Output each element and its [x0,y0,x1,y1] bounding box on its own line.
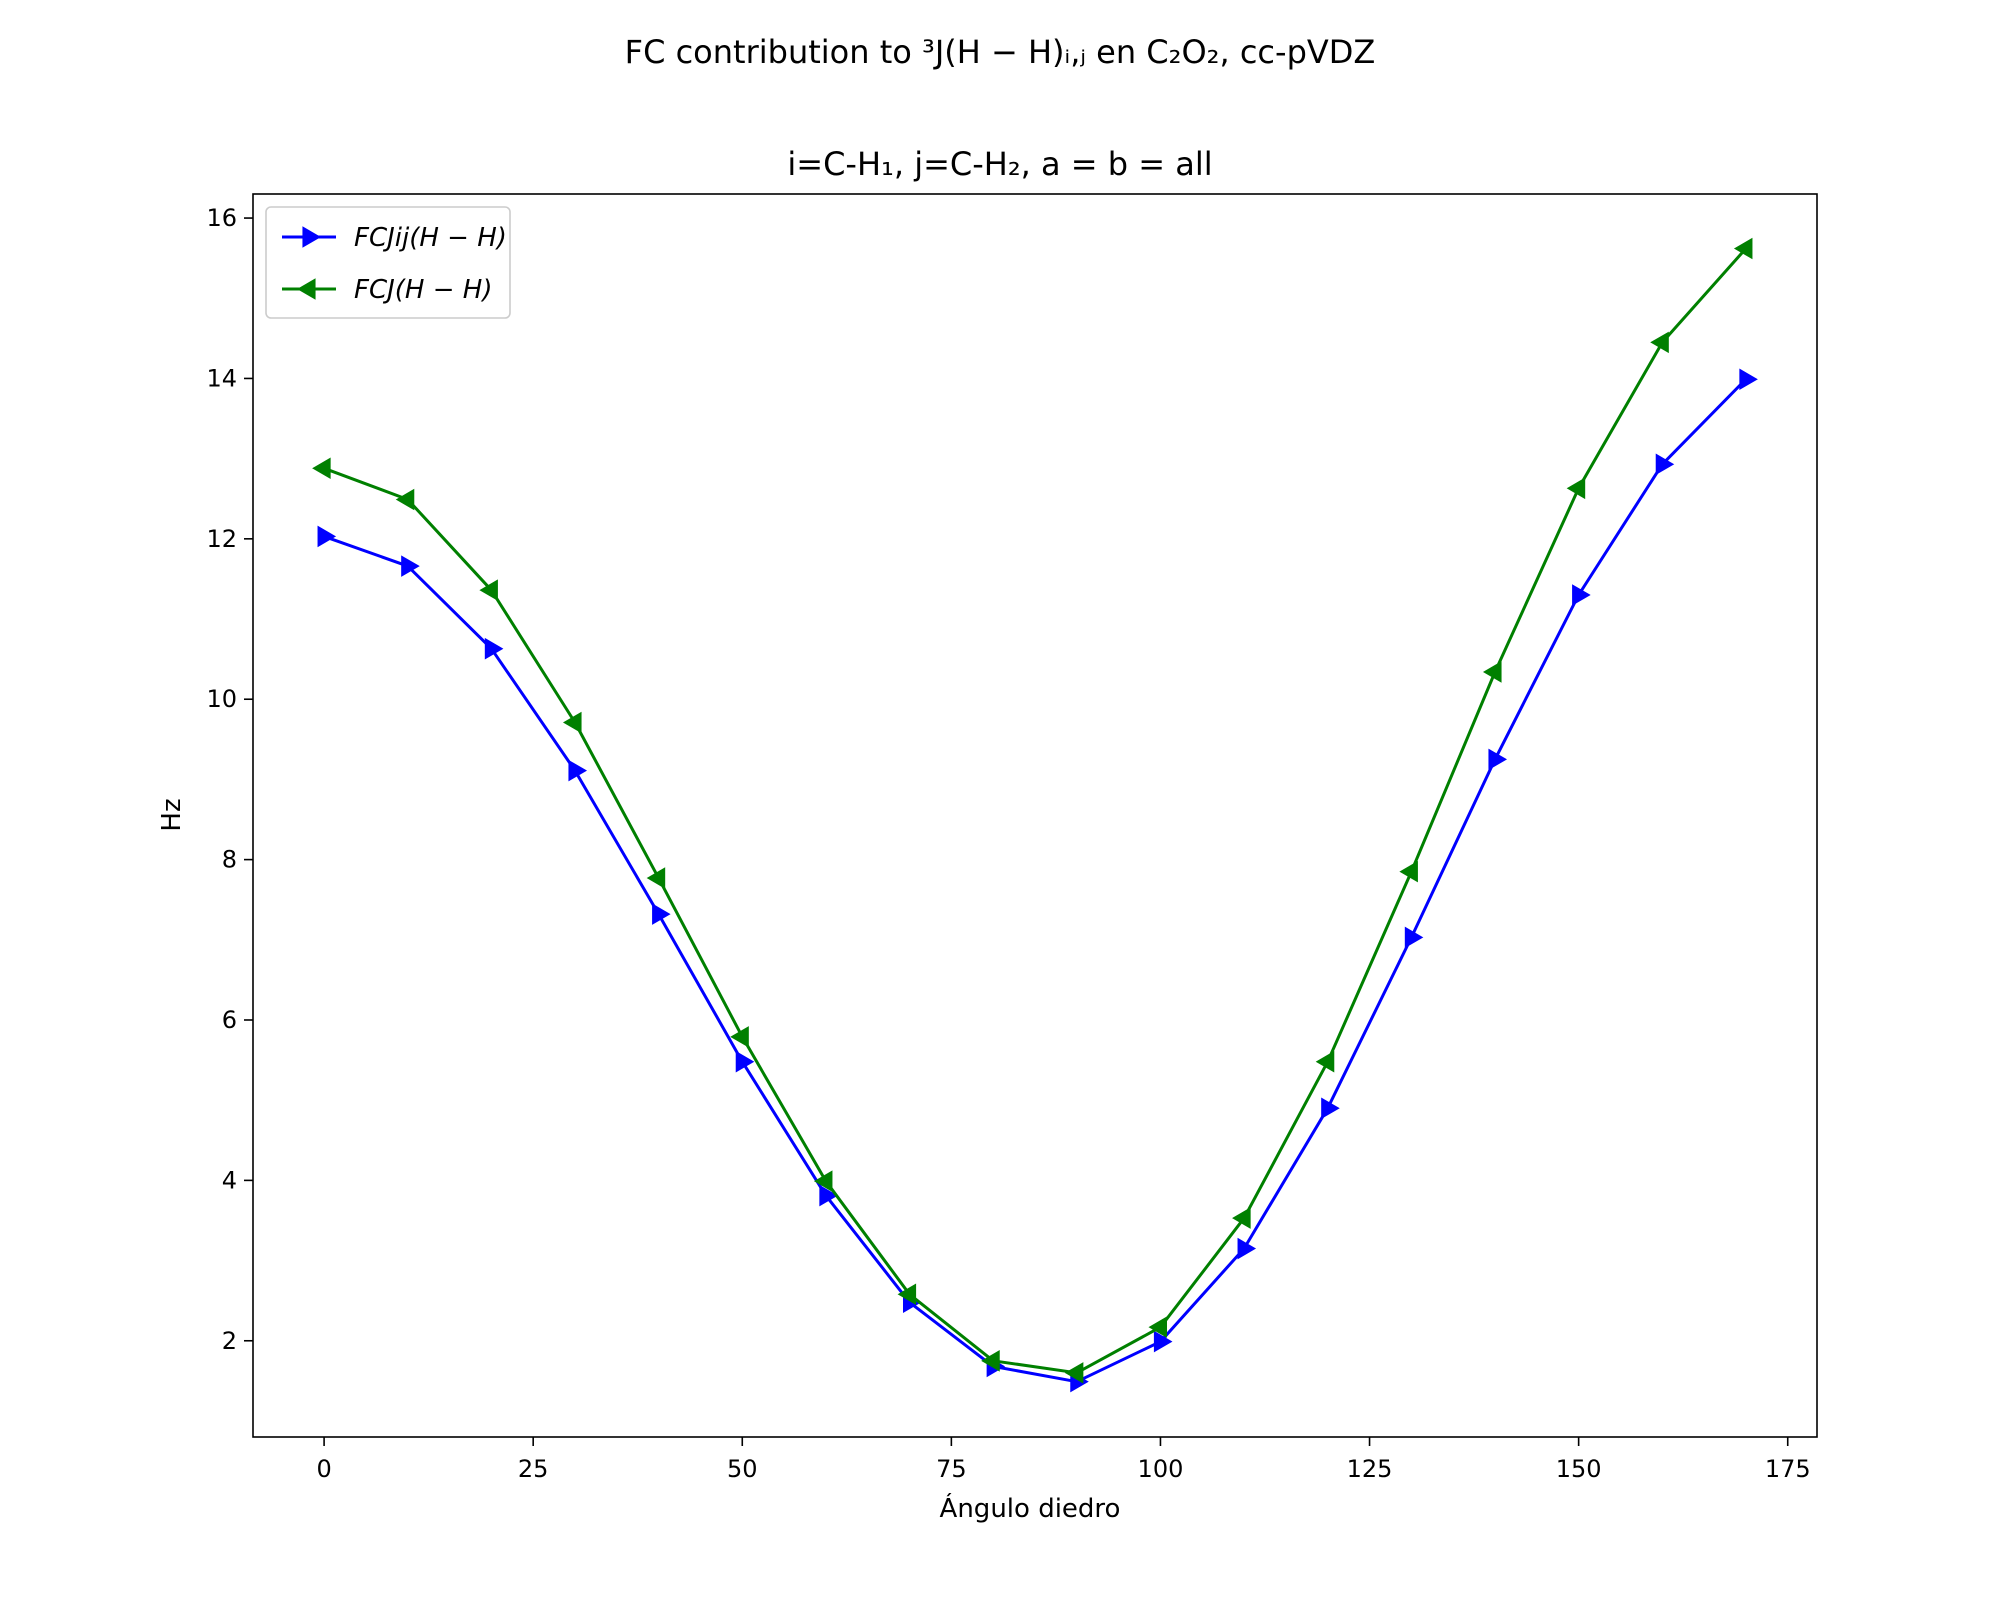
series-1-point [484,637,504,660]
series-1-point [401,555,420,577]
series-1-point [568,759,587,782]
chart-title: FC contribution to ³J(H − H)ᵢ,ⱼ en C₂O₂,… [625,33,1376,71]
series-1-point [1739,368,1758,391]
legend: FCJij(H − H) FCJ(H − H) [265,206,511,319]
plot-area: 0 25 50 75 100 125 150 175 2 4 6 8 10 12 14 16 [206,193,1818,1483]
series-2-point [1232,1207,1251,1229]
y-tick-label: 8 [222,846,237,874]
series-1-point [1655,453,1675,476]
series-1-point [1321,1097,1340,1119]
y-axis-label: Hz [157,798,187,831]
series-2-point [646,867,666,889]
legend-marker-1 [302,226,321,248]
series-2-point [1148,1316,1168,1338]
series-1-point [1572,584,1591,606]
series-1-point [819,1184,838,1207]
series-2-point [1315,1050,1335,1073]
x-tick-label: 25 [518,1455,549,1483]
series-2-point [479,579,498,601]
x-tick-label: 175 [1765,1455,1811,1483]
legend-label-1: FCJij(H − H) [354,223,507,253]
chart-subtitle: i=C-H₁, j=C-H₂, a = b = all [787,145,1212,183]
series-2-point [730,1026,749,1048]
series-2-point [981,1350,1000,1372]
x-tick-label: 75 [936,1455,967,1483]
series-2-point [813,1170,833,1192]
y-tick-label: 12 [206,525,237,553]
x-axis-label: Ángulo diedro [940,1492,1121,1524]
series-1-point [1153,1330,1173,1353]
y-tick-label: 4 [222,1166,237,1194]
series-2-point [563,711,582,734]
x-tick-label: 125 [1347,1455,1393,1483]
series-1-point [1488,748,1507,771]
x-tick-label: 100 [1138,1455,1184,1483]
series-2-point [312,457,331,480]
legend-marker-2 [297,278,316,300]
series-2-point [1566,477,1586,500]
series-1-point [1237,1237,1257,1260]
legend-label-2: FCJ(H − H) [354,275,492,305]
y-tick-label: 6 [222,1006,237,1034]
x-tick-label: 50 [727,1455,758,1483]
series-1-point [1404,926,1424,949]
series-1-point [317,525,337,548]
y-tick-label: 10 [206,685,237,713]
y-tick-label: 2 [222,1327,237,1355]
series-line-2 [323,247,1748,1375]
y-tick-label: 14 [206,364,237,392]
x-tick-label: 0 [316,1455,331,1483]
series-2-point [1483,661,1502,683]
series-2-point [897,1283,917,1306]
series-2-point [1733,237,1753,260]
series-1-point [735,1050,755,1073]
plot-frame [252,193,1818,1438]
y-tick-label: 16 [206,204,237,232]
series-2-point [1650,331,1669,354]
series-2-point [1064,1362,1084,1384]
series-2-point [1399,860,1418,883]
series-2-point [395,488,415,511]
series-1-point [652,903,671,925]
series-line-1 [323,378,1747,1384]
x-tick-label: 150 [1556,1455,1602,1483]
